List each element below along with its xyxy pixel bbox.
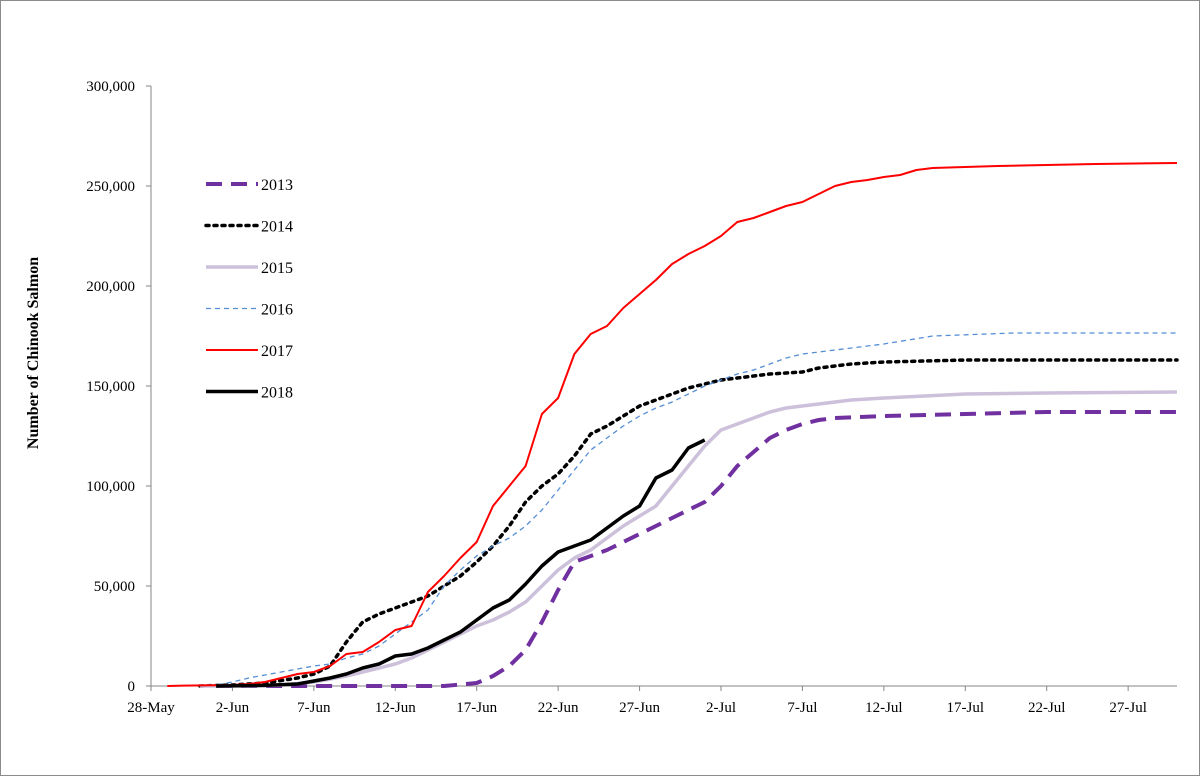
y-tick-label: 0 xyxy=(128,679,136,695)
legend-label-2017: 2017 xyxy=(261,343,293,360)
x-tick-label: 28-May xyxy=(127,700,175,716)
y-tick-label: 150,000 xyxy=(86,379,135,395)
series-line-2018 xyxy=(216,438,706,688)
x-tick-label: 22-Jul xyxy=(1028,700,1066,716)
axes xyxy=(146,85,1177,691)
legend: 2013 2014 2015 2016 2017 2018 xyxy=(204,177,293,402)
x-tick-label: 2-Jun xyxy=(216,700,250,716)
series-line-2014 xyxy=(198,358,1179,688)
x-tick-label: 27-Jun xyxy=(619,700,660,716)
x-tick-label: 7-Jul xyxy=(787,700,817,716)
x-tick-label: 27-Jul xyxy=(1109,700,1147,716)
y-axis-title: Number of Chinook Salmon xyxy=(25,257,42,449)
legend-label-2013: 2013 xyxy=(261,177,293,194)
x-tick-label: 2-Jul xyxy=(706,700,736,716)
y-tick-label: 200,000 xyxy=(86,279,135,295)
series-lines xyxy=(167,162,1179,688)
x-tick-label: 22-Jun xyxy=(538,700,579,716)
x-tick-label: 17-Jul xyxy=(947,700,985,716)
y-tick-label: 250,000 xyxy=(86,179,135,195)
legend-label-2016: 2016 xyxy=(261,302,293,319)
x-tick-label: 12-Jun xyxy=(375,700,416,716)
series-line-2013 xyxy=(216,410,1177,688)
x-tick-label: 12-Jul xyxy=(865,700,903,716)
y-tick-label: 300,000 xyxy=(86,79,135,95)
series-line-2015 xyxy=(199,390,1178,688)
tick-labels: 0 50,000 100,000 150,000 200,000 250,000 300,0… xyxy=(86,79,1147,716)
legend-label-2018: 2018 xyxy=(261,385,293,402)
y-tick-label: 50,000 xyxy=(94,579,135,595)
legend-label-2014: 2014 xyxy=(261,219,293,236)
x-tick-label: 17-Jun xyxy=(456,700,497,716)
legend-label-2015: 2015 xyxy=(261,260,293,277)
x-tick-label: 7-Jun xyxy=(297,700,331,716)
series-line-2016 xyxy=(199,332,1177,687)
y-tick-label: 100,000 xyxy=(86,479,135,495)
series-line-2017 xyxy=(167,162,1178,687)
